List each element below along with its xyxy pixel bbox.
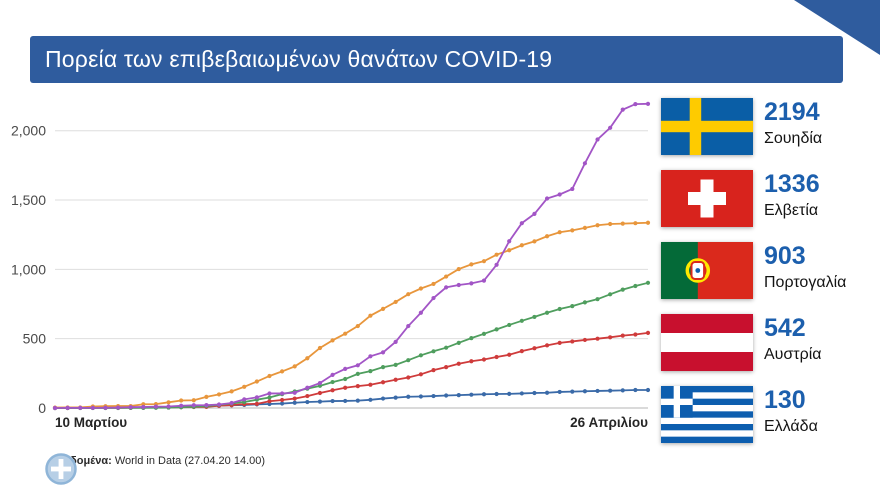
legend-row-austria: 542 Αυστρία xyxy=(661,314,876,371)
government-logo-icon xyxy=(42,450,80,488)
svg-text:2,000: 2,000 xyxy=(11,123,46,139)
data-source: Δεδομένα: World in Data (27.04.20 14.00) xyxy=(57,455,265,467)
greece-flag-icon xyxy=(661,386,753,443)
page-title-banner: Πορεία των επιβεβαιωμένων θανάτων COVID-… xyxy=(30,36,843,83)
legend-row-greece: 130 Ελλάδα xyxy=(661,386,876,443)
death-count-switzerland: 1336 xyxy=(764,170,820,198)
legend-row-portugal: 903 Πορτογαλία xyxy=(661,242,876,299)
svg-text:26 Απριλίου: 26 Απριλίου xyxy=(570,415,648,430)
country-name-portugal: Πορτογαλία xyxy=(764,274,847,291)
data-source-text: World in Data (27.04.20 14.00) xyxy=(111,455,266,467)
sweden-flag-icon xyxy=(661,98,753,155)
legend-row-sweden: 2194 Σουηδία xyxy=(661,98,876,155)
page-title: Πορεία των επιβεβαιωμένων θανάτων COVID-… xyxy=(45,46,553,72)
svg-text:1,500: 1,500 xyxy=(11,192,46,208)
svg-text:1,000: 1,000 xyxy=(11,261,46,277)
country-name-switzerland: Ελβετία xyxy=(764,202,819,219)
svg-text:500: 500 xyxy=(23,331,47,347)
legend-text: 2194 Σουηδία xyxy=(764,98,822,148)
chart-area: 0 500 1,000 1,500 2,000 10 Μαρτίου 26 Απριλίου xyxy=(0,93,662,438)
country-name-greece: Ελλάδα xyxy=(764,418,818,435)
legend-text: 542 Αυστρία xyxy=(764,314,822,364)
legend: 2194 Σουηδία 1336 Ελβετία 903 Πορτογαλία… xyxy=(661,98,876,443)
legend-row-switzerland: 1336 Ελβετία xyxy=(661,170,876,227)
country-name-austria: Αυστρία xyxy=(764,346,822,363)
country-name-sweden: Σουηδία xyxy=(764,130,823,147)
svg-text:0: 0 xyxy=(38,400,46,416)
austria-flag-icon xyxy=(661,314,753,371)
switzerland-flag-icon xyxy=(661,170,753,227)
death-count-sweden: 2194 xyxy=(764,98,820,126)
death-count-austria: 542 xyxy=(764,314,806,342)
legend-text: 1336 Ελβετία xyxy=(764,170,820,220)
deaths-line-chart: 0 500 1,000 1,500 2,000 10 Μαρτίου 26 Απριλίου xyxy=(11,101,651,430)
portugal-flag-icon xyxy=(661,242,753,299)
legend-text: 903 Πορτογαλία xyxy=(764,242,846,292)
death-count-portugal: 903 xyxy=(764,242,806,270)
death-count-greece: 130 xyxy=(764,386,806,414)
svg-text:10 Μαρτίου: 10 Μαρτίου xyxy=(55,415,127,430)
legend-text: 130 Ελλάδα xyxy=(764,386,818,436)
